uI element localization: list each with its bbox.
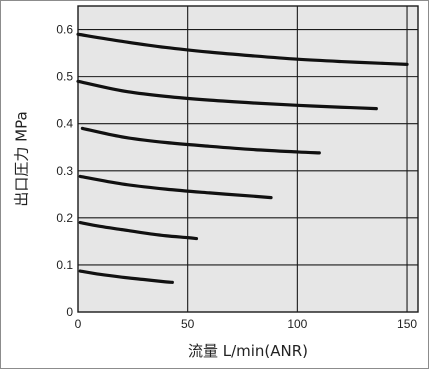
- curve-series-5: [78, 220, 199, 241]
- curve-series-1: [76, 32, 409, 66]
- y-tick-label: 0.3: [56, 164, 73, 178]
- y-tick-labels: 0 0.1 0.2 0.3 0.4 0.5 0.6: [56, 23, 73, 319]
- x-tick-label: 150: [397, 317, 417, 331]
- x-tick-label: 50: [181, 317, 195, 331]
- y-tick-label: 0.6: [56, 23, 73, 37]
- plot-area: [78, 6, 418, 312]
- curves: [76, 32, 409, 284]
- x-tick-label: 100: [287, 317, 307, 331]
- y-tick-label: 0.5: [56, 70, 73, 84]
- curve-series-3: [80, 126, 321, 155]
- y-tick-label: 0.2: [56, 211, 73, 225]
- y-tick-label: 0: [66, 305, 73, 319]
- curve-series-6: [78, 269, 174, 284]
- x-tick-labels: 0 50 100 150: [75, 317, 418, 331]
- plot-border: [77, 5, 419, 313]
- gridlines: [78, 6, 418, 312]
- x-axis-label: 流量 L/min(ANR): [188, 342, 308, 360]
- y-tick-label: 0.1: [56, 258, 73, 272]
- curve-series-2: [76, 79, 378, 111]
- x-tick-label: 0: [75, 317, 82, 331]
- curve-series-4: [78, 174, 273, 200]
- y-tick-label: 0.4: [56, 117, 73, 131]
- y-axis-label: 出口圧力 MPa: [13, 111, 31, 206]
